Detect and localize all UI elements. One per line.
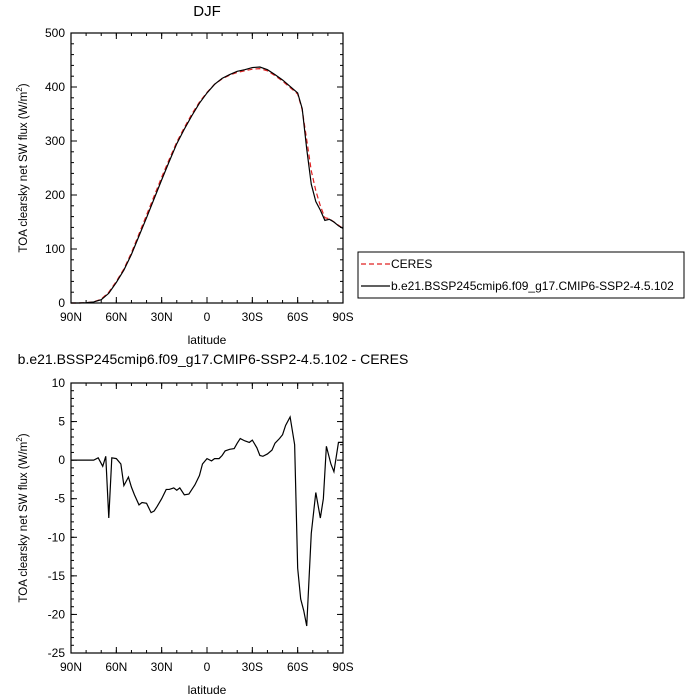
series-line-1-0 xyxy=(71,415,343,627)
x-tick-label: 30S xyxy=(242,310,263,324)
y-tick-label: -10 xyxy=(48,530,66,544)
x-tick-label: 30N xyxy=(151,660,173,674)
x-tick-label: 60S xyxy=(287,660,308,674)
y-tick-label: 100 xyxy=(45,242,65,256)
x-tick-label: 60N xyxy=(105,310,127,324)
y-tick-label: 300 xyxy=(45,134,65,148)
y-tick-label: 10 xyxy=(52,376,66,390)
y-tick-label: -25 xyxy=(48,646,66,660)
y-tick-label: -20 xyxy=(48,607,66,621)
legend-box xyxy=(357,251,685,299)
top-x-axis-label: latitude xyxy=(188,333,227,347)
y-tick-label: -5 xyxy=(54,492,65,506)
bottom-x-axis-label: latitude xyxy=(188,683,227,697)
top-y-axis-label: TOA clearsky net SW flux (W/m2) xyxy=(15,83,30,252)
top-panel: DJF TOA clearsky net SW flux (W/m2) lati… xyxy=(15,3,354,347)
legend-label-model: b.e21.BSSP245cmip6.f09_g17.CMIP6-SSP2-4.… xyxy=(391,279,674,293)
top-plot-frame: 90N 60N 30N 0 30S 60S 90S 0 100 200 300 400 500 xyxy=(45,26,354,324)
top-chart-title: DJF xyxy=(193,3,221,20)
x-tick-label: 0 xyxy=(204,310,211,324)
x-tick-label: 90N xyxy=(60,310,82,324)
bottom-chart-title: b.e21.BSSP245cmip6.f09_g17.CMIP6-SSP2-4.… xyxy=(18,351,409,367)
x-tick-label: 60S xyxy=(287,310,308,324)
bottom-y-axis-label: TOA clearsky net SW flux (W/m2) xyxy=(15,433,30,602)
y-tick-label: 0 xyxy=(58,453,65,467)
legend-label-ceres: CERES xyxy=(391,257,432,271)
x-tick-label: 30S xyxy=(242,660,263,674)
plot-border-0 xyxy=(70,32,344,304)
x-tick-label: 90N xyxy=(60,660,82,674)
y-tick-label: 500 xyxy=(45,26,65,40)
x-tick-label: 30N xyxy=(151,310,173,324)
bottom-panel: b.e21.BSSP245cmip6.f09_g17.CMIP6-SSP2-4.… xyxy=(15,351,408,697)
x-tick-label: 90S xyxy=(332,310,353,324)
y-tick-label: -15 xyxy=(48,569,66,583)
y-tick-label: 5 xyxy=(58,415,65,429)
series-line-0-1 xyxy=(71,66,344,304)
y-tick-label: 200 xyxy=(45,188,65,202)
plot-border-1 xyxy=(70,382,344,654)
legend: CERES b.e21.BSSP245cmip6.f09_g17.CMIP6-S… xyxy=(357,251,685,299)
bottom-plot-frame: 90N 60N 30N 0 30S 60S 90S -25 -20 -15 -10 -5 0 5 10 xyxy=(48,376,354,674)
x-tick-label: 60N xyxy=(105,660,127,674)
y-tick-label: 400 xyxy=(45,80,65,94)
series-line-0-0 xyxy=(71,68,344,304)
x-tick-label: 0 xyxy=(204,660,211,674)
y-tick-label: 0 xyxy=(58,296,65,310)
x-tick-label: 90S xyxy=(332,660,353,674)
